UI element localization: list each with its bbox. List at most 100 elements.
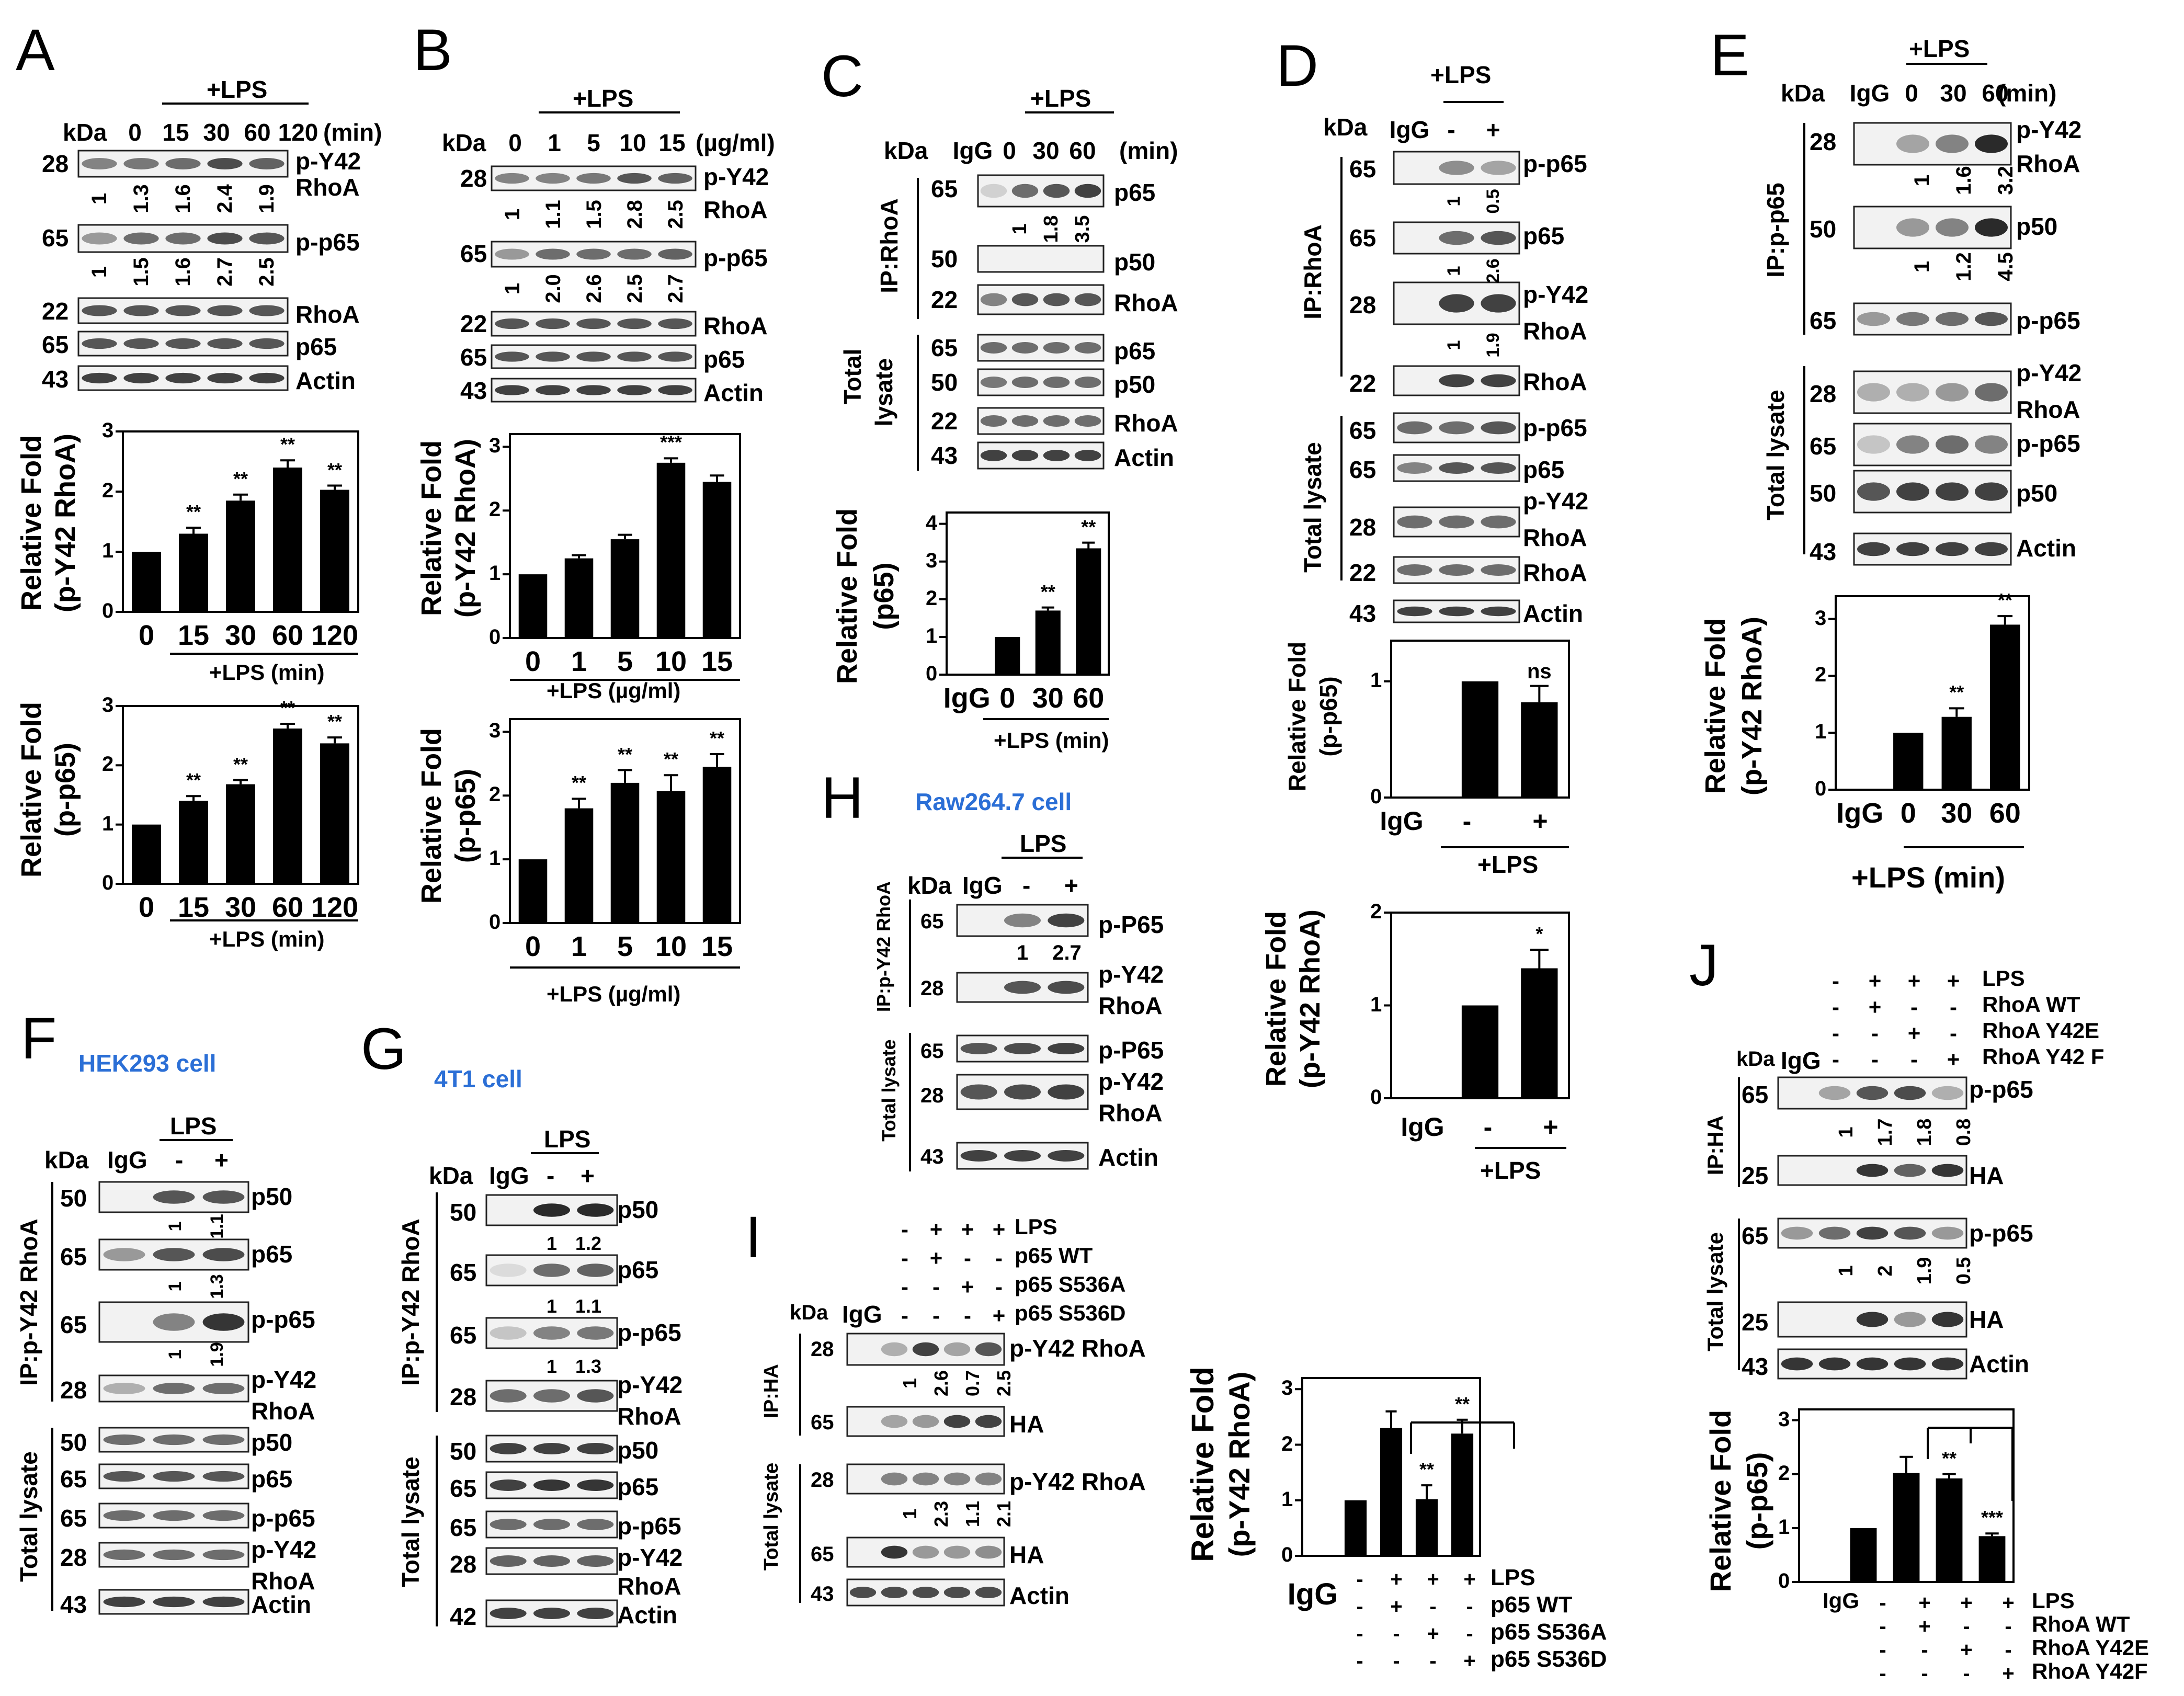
F-mw: 28 — [60, 1544, 87, 1571]
blot-band — [533, 1555, 570, 1567]
J-chart-sign: - — [1879, 1662, 1886, 1685]
I-chart-cond: p65 S536D — [1491, 1646, 1607, 1672]
chart-C-sig: ** — [1040, 580, 1055, 602]
J-quant: 1 — [1835, 1265, 1857, 1277]
E-tl-pp65: p-p65 — [2016, 430, 2080, 457]
E-mw: 28 — [1810, 380, 1837, 407]
chart-B1-ytick-label: 0 — [489, 625, 501, 648]
blot-band — [495, 248, 529, 260]
A-min: (min) — [323, 119, 382, 146]
blot-band — [1931, 1357, 1964, 1371]
blot-band — [1857, 312, 1890, 326]
H-mw: 28 — [920, 1084, 944, 1107]
blot-band — [975, 1342, 1002, 1357]
chart-B1-ytick-label: 3 — [489, 434, 501, 458]
blot-band — [943, 1415, 971, 1428]
blot-band — [658, 248, 692, 260]
blot-band — [1936, 482, 1969, 501]
chart-B2-bar — [702, 767, 732, 923]
blot-band — [1043, 293, 1070, 306]
chart-A2-ytick-label: 2 — [102, 753, 114, 776]
blot-band — [1043, 450, 1070, 461]
chart-I-ytick-label: 3 — [1281, 1376, 1293, 1400]
A-mw: 22 — [42, 298, 69, 325]
chart-A2-bar — [132, 824, 161, 884]
D-lane: - — [1447, 116, 1455, 143]
I-ha: HA — [1009, 1410, 1044, 1438]
J-sign: - — [1871, 1047, 1879, 1072]
J-tl-ha: HA — [1969, 1306, 2004, 1333]
F-plus: + — [214, 1146, 229, 1174]
chart-A1-ytick-label: 0 — [102, 599, 114, 622]
I-mw: 43 — [811, 1583, 834, 1606]
I-sign: - — [995, 1246, 1003, 1270]
A1-lps: +LPS (min) — [209, 660, 325, 685]
chart-E-bar — [1893, 733, 1924, 790]
chart-B2-bar — [610, 782, 640, 923]
blot-band — [490, 1389, 527, 1403]
chart-A1-bar — [320, 490, 349, 612]
B-mw: 43 — [460, 377, 487, 404]
chart-J-bar — [1936, 1478, 1963, 1582]
E-quant: 3.2 — [1994, 166, 2017, 195]
D2-ylabel: Relative Fold — [1260, 910, 1292, 1087]
blot-band — [165, 372, 201, 384]
blot-band — [1975, 542, 2008, 556]
C-kda: kDa — [884, 137, 928, 164]
G-kda: kDa — [429, 1162, 473, 1189]
G-tl-actin: Actin — [617, 1601, 677, 1629]
blot-band — [202, 1248, 245, 1261]
I-chart-sign: - — [1429, 1595, 1437, 1618]
blot-band — [103, 1510, 145, 1521]
chart-C-ytick-label: 1 — [926, 624, 938, 647]
blot-band — [249, 158, 285, 169]
chart-D2-ytick-label: 0 — [1370, 1086, 1382, 1109]
I-quant: 1.1 — [962, 1500, 983, 1528]
B-quant: 2.6 — [583, 274, 606, 303]
A-lane: 0 — [128, 119, 142, 146]
F-tl: Total lysate — [15, 1451, 42, 1582]
blot-band — [1074, 377, 1101, 388]
blot-band — [943, 1472, 971, 1486]
F-quant: 1 — [165, 1281, 185, 1292]
E-min: (min) — [1998, 79, 2057, 107]
chart-B2-bar — [656, 791, 686, 923]
I-chart-sign: - — [1356, 1649, 1363, 1672]
blot-band — [1894, 1086, 1926, 1100]
G-ip: IP:p-Y42 RhoA — [397, 1219, 424, 1386]
E-lane: 0 — [1905, 79, 1918, 107]
panel-label-B: B — [413, 17, 452, 83]
J-sign: + — [1868, 969, 1882, 993]
H-quant: 1 — [1016, 941, 1029, 964]
blot-band — [617, 318, 652, 329]
panel-G-title: 4T1 cell — [434, 1065, 522, 1092]
I-tl: Total lysate — [760, 1462, 782, 1571]
D-rhoa: RhoA — [1523, 317, 1587, 345]
I-mw: 28 — [811, 1469, 834, 1492]
E-tl-py42: p-Y42 — [2016, 359, 2082, 386]
chart-J-bar — [1893, 1473, 1920, 1582]
G-py42: p-Y42 — [617, 1371, 683, 1398]
blot-band — [165, 305, 201, 316]
J-chart-cond: LPS — [2032, 1588, 2075, 1613]
blot-band — [1074, 415, 1101, 427]
D-p65: p65 — [1523, 222, 1565, 249]
E-lps: +LPS (min) — [1851, 861, 2006, 894]
G-mw: 65 — [450, 1475, 477, 1502]
C-min: (min) — [1119, 137, 1178, 164]
blot-band — [1975, 134, 2008, 153]
I-sign: - — [932, 1303, 940, 1328]
blot-band — [1481, 462, 1516, 474]
blot-band — [1439, 374, 1474, 388]
G-pp65: p-p65 — [617, 1319, 681, 1346]
blot-band — [1857, 542, 1890, 556]
blot-band — [658, 385, 692, 395]
chart-A2-bar — [226, 784, 255, 884]
panel-label-I: I — [745, 1204, 762, 1270]
blot-band — [577, 1479, 614, 1491]
C-lysate: lysate — [870, 358, 897, 427]
B-actin: Actin — [703, 379, 764, 406]
blot-band — [1011, 293, 1039, 306]
chart-A2-xlabel: 60 — [271, 892, 304, 923]
